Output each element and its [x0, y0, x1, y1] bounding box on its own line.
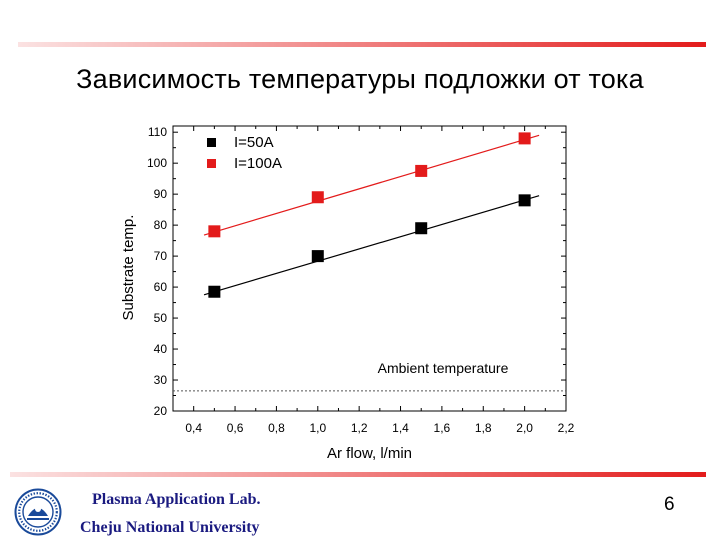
legend-label-1: I=50A [234, 134, 274, 151]
y-tick-label: 110 [148, 125, 167, 139]
x-tick-label: 0,4 [185, 421, 202, 435]
y-tick-label: 40 [154, 342, 168, 356]
y-tick-label: 70 [154, 249, 168, 263]
ambient-temperature-label: Ambient temperature [378, 360, 509, 376]
legend-marker-2 [207, 159, 216, 168]
data-point [311, 250, 324, 263]
x-tick-label: 2,2 [558, 421, 575, 435]
y-tick-label: 60 [154, 280, 168, 294]
data-point [518, 132, 531, 145]
plot-frame [172, 125, 567, 412]
data-point [208, 285, 221, 298]
y-tick-label: 30 [154, 373, 168, 387]
x-tick-label: 1,4 [392, 421, 409, 435]
x-tick-label: 1,0 [309, 421, 326, 435]
y-tick-label: 90 [154, 187, 168, 201]
slide-title: Зависимость температуры подложки от тока [76, 64, 644, 94]
x-tick-label: 1,2 [351, 421, 368, 435]
x-tick-label: 0,8 [268, 421, 285, 435]
y-tick-label: 100 [147, 156, 167, 170]
data-point [415, 164, 428, 177]
bottom-accent-bar [10, 472, 706, 477]
x-tick-label: 1,8 [475, 421, 492, 435]
x-tick-label: 1,6 [434, 421, 451, 435]
data-point [415, 222, 428, 235]
data-point [208, 225, 221, 238]
fit-line-1 [203, 195, 540, 296]
data-point [518, 194, 531, 207]
lab-name: Plasma Application Lab. [92, 491, 261, 508]
top-accent-bar [18, 42, 706, 47]
university-name: Cheju National University [80, 519, 260, 536]
legend-marker-1 [207, 138, 216, 147]
university-seal-icon [14, 488, 62, 536]
x-tick-label: 0,6 [227, 421, 244, 435]
x-axis-label: Ar flow, l/min [327, 445, 412, 462]
chart: 0,4 0,6 0,8 1,0 1,2 1,4 1,6 1,8 2,0 2,2 20 30 40 50 60… [120, 125, 575, 462]
x-tick-label: 2,0 [516, 421, 533, 435]
data-point [311, 191, 324, 204]
y-tick-label: 50 [154, 311, 168, 325]
y-tick-label: 20 [154, 404, 168, 418]
page-number: 6 [664, 494, 675, 515]
y-tick-label: 80 [154, 218, 168, 232]
legend-label-2: I=100A [234, 155, 282, 172]
fit-line-2 [203, 134, 540, 236]
y-axis-label: Substrate temp. [120, 215, 137, 321]
